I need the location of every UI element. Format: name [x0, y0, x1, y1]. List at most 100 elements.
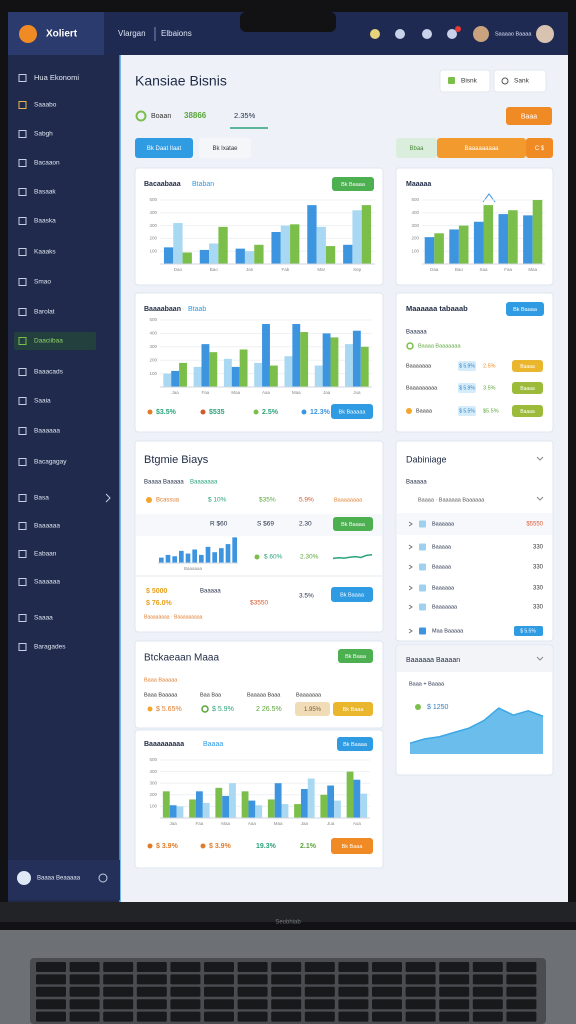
label: $3550	[250, 600, 268, 607]
menu-item[interactable]: Baaaaaa	[34, 428, 60, 435]
line	[332, 554, 373, 560]
menu-item[interactable]: Sabgh	[34, 131, 53, 138]
button[interactable]	[135, 138, 193, 158]
menu-item[interactable]: Basa	[34, 495, 49, 502]
brand: Xoliert	[46, 29, 78, 40]
key	[304, 1011, 335, 1022]
key	[304, 974, 335, 985]
bar	[483, 205, 494, 264]
notch	[240, 12, 336, 32]
menu-item[interactable]: Eabaan	[34, 551, 57, 558]
avatar	[17, 871, 31, 885]
chevron	[408, 544, 413, 550]
key	[472, 999, 503, 1010]
menu-item[interactable]: Bacaaon	[34, 160, 60, 167]
label: 2.5%	[483, 363, 496, 369]
menu-item[interactable]: Baragades	[34, 644, 66, 651]
icon	[419, 603, 426, 611]
key	[69, 962, 100, 972]
bar	[353, 779, 361, 818]
x-tick-label: Faa	[202, 390, 210, 395]
button[interactable]	[512, 360, 543, 372]
button[interactable]	[512, 382, 543, 394]
button[interactable]	[337, 737, 373, 751]
menu-item[interactable]: Hua Ekonomi	[34, 73, 79, 82]
key	[439, 999, 470, 1010]
menu-item[interactable]: Barolat	[34, 309, 55, 316]
bar	[189, 799, 196, 818]
menu-item[interactable]: Kaaaks	[34, 249, 56, 256]
menu-item[interactable]: Basaak	[34, 189, 56, 196]
button-label: Bk Daat Ilaat	[147, 146, 182, 152]
y-tick-label: 300	[149, 344, 157, 349]
x-tick-label: Maa	[274, 821, 283, 826]
menu-item[interactable]: Bacagagay	[34, 459, 67, 466]
y-tick-label: 500	[411, 197, 419, 202]
row-band	[397, 513, 552, 535]
button[interactable]	[295, 702, 330, 716]
menu-item[interactable]: Saaia	[34, 398, 51, 405]
key	[136, 1011, 167, 1022]
button[interactable]	[493, 69, 547, 93]
bar	[458, 225, 469, 264]
button[interactable]	[437, 138, 526, 158]
menu-item[interactable]: Baaaaaa	[34, 523, 60, 530]
button[interactable]	[396, 138, 437, 158]
label: Baaaaaaa	[432, 604, 458, 610]
key	[405, 974, 436, 985]
key	[237, 974, 268, 985]
button[interactable]	[526, 138, 553, 158]
key	[69, 986, 100, 997]
x-tick-label: Maa	[221, 821, 230, 826]
button[interactable]	[333, 517, 373, 531]
button-label: Baaaaaaaaa	[464, 146, 499, 152]
label: Baaa + Baaaa	[409, 681, 445, 687]
card-header	[397, 646, 552, 672]
x-tick-label: Daa	[430, 267, 439, 272]
menu-item[interactable]: Saaaa	[34, 615, 53, 622]
menu-item[interactable]: Saaabo	[34, 102, 57, 109]
button[interactable]	[333, 702, 373, 716]
menu-icon	[18, 337, 27, 345]
button[interactable]	[199, 138, 251, 158]
key	[439, 986, 470, 997]
x-tick-label: Aua	[353, 821, 362, 826]
bar	[307, 205, 317, 264]
label: Btgmie Biays	[144, 454, 209, 466]
x-tick-label: Bao	[210, 267, 219, 272]
button[interactable]	[332, 177, 374, 191]
icon	[147, 409, 153, 415]
button[interactable]	[512, 405, 543, 417]
key	[170, 962, 201, 972]
bar	[171, 370, 180, 387]
button[interactable]	[331, 587, 373, 602]
button[interactable]	[439, 69, 491, 93]
menu-item[interactable]: Saaaaaa	[34, 579, 60, 586]
key	[103, 1011, 134, 1022]
top-icon	[422, 29, 432, 39]
button[interactable]	[338, 649, 373, 663]
menu-item[interactable]: Baaska	[34, 218, 56, 225]
menu-item[interactable]: Baaacads	[34, 369, 64, 376]
button[interactable]	[331, 838, 373, 854]
icon	[406, 408, 412, 414]
bar	[185, 553, 191, 563]
icon	[419, 563, 426, 571]
menu-item[interactable]: Daaciibaa	[34, 338, 63, 345]
x-tick-label: Jua	[327, 821, 335, 826]
bar	[300, 332, 309, 387]
y-tick-label: 500	[149, 757, 157, 762]
menu-item[interactable]: Smao	[34, 279, 51, 286]
button[interactable]	[506, 107, 552, 125]
button[interactable]	[331, 404, 373, 419]
key	[372, 1011, 402, 1022]
bar	[434, 233, 444, 264]
label: 330	[533, 605, 544, 611]
key	[271, 986, 302, 997]
menu-icon	[18, 494, 27, 502]
key	[372, 974, 402, 985]
bar	[274, 783, 282, 818]
button[interactable]	[506, 302, 544, 316]
key	[36, 986, 66, 997]
key	[506, 1011, 537, 1022]
